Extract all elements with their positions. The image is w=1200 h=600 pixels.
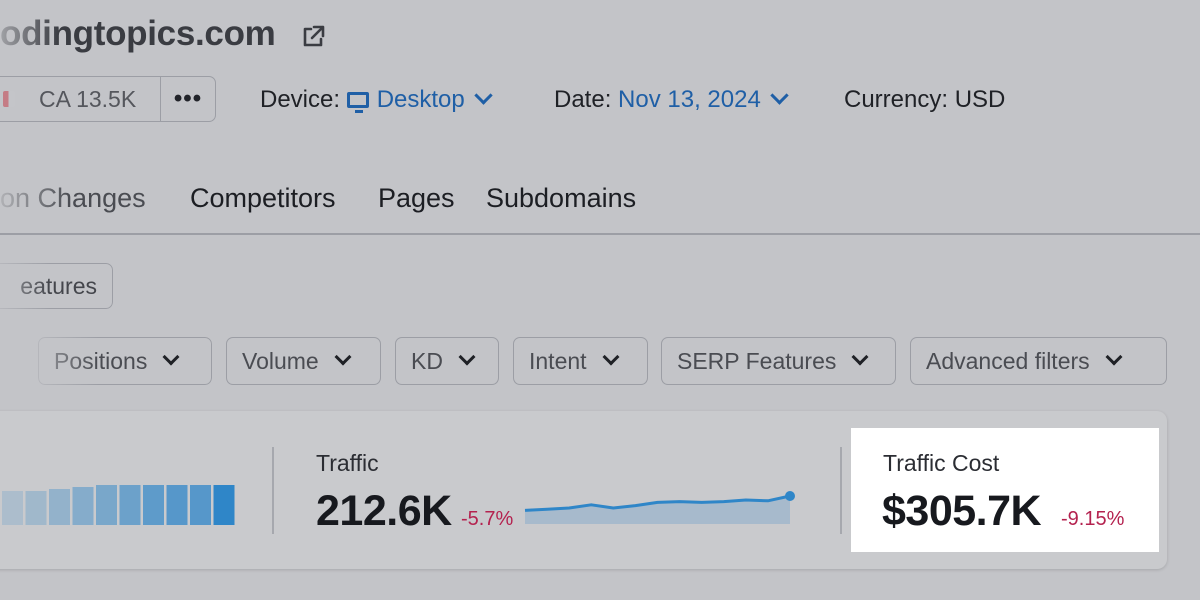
chevron-down-icon (851, 348, 869, 366)
distribution-bar (25, 491, 47, 525)
traffic-cost-label: Traffic Cost (883, 450, 1000, 476)
canada-flag-icon (3, 91, 15, 107)
tabs-divider (0, 233, 1200, 235)
device-label: Device: (260, 86, 341, 113)
external-link-icon[interactable] (300, 24, 326, 50)
currency-label: Currency: USD (844, 86, 1006, 113)
traffic-cost-change: -9.15% (1061, 508, 1125, 530)
device-selector[interactable]: Device: Desktop (260, 86, 493, 114)
distribution-bar (2, 491, 23, 525)
chevron-down-icon (770, 86, 789, 105)
chevron-down-icon (334, 348, 352, 366)
date-label: Date: (554, 86, 612, 113)
distribution-bar-chart (2, 485, 235, 525)
distribution-bar (190, 485, 211, 525)
distribution-bar (49, 489, 70, 525)
tab-competitors[interactable]: Competitors (190, 183, 336, 213)
serp-features-filter[interactable]: SERP Features (661, 337, 896, 385)
filter-label: SERP Features (677, 347, 837, 374)
serp-features-button[interactable]: eatures (0, 263, 113, 309)
device-value[interactable]: Desktop (376, 86, 465, 113)
distribution-bar (166, 485, 188, 525)
filter-label: Positions (54, 347, 148, 374)
distribution-bar (213, 485, 235, 525)
traffic-value[interactable]: 212.6K (316, 487, 452, 535)
distribution-bar (96, 485, 117, 525)
chevron-down-icon (458, 348, 476, 366)
tab-subdomains[interactable]: Subdomains (486, 183, 637, 213)
more-icon: ••• (173, 85, 203, 112)
filter-label: KD (411, 347, 443, 374)
sparkline-endpoint (785, 491, 795, 501)
intent-filter[interactable]: Intent (513, 337, 648, 385)
traffic-sparkline (524, 491, 795, 524)
chevron-down-icon (602, 348, 620, 366)
filter-label: Advanced filters (926, 347, 1090, 374)
traffic-change: -5.7% (461, 508, 514, 530)
filter-label: Volume (242, 347, 319, 374)
chevron-down-icon (474, 86, 493, 105)
positions-filter[interactable]: Positions (38, 337, 212, 385)
desktop-monitor-icon (346, 92, 369, 113)
distribution-bar (119, 485, 141, 525)
metric-divider (840, 447, 842, 534)
database-selector: CA 13.5K ••• (0, 76, 216, 122)
tab-position-changes[interactable]: on Changes (0, 183, 146, 213)
database-button[interactable]: CA 13.5K (0, 77, 161, 121)
date-selector[interactable]: Date: Nov 13, 2024 (554, 86, 789, 114)
database-label: CA 13.5K (39, 85, 137, 112)
distribution-bar (143, 485, 164, 525)
traffic-cost-panel (851, 428, 1159, 552)
advanced-filters[interactable]: Advanced filters (910, 337, 1167, 385)
metric-divider (272, 447, 274, 534)
volume-filter[interactable]: Volume (226, 337, 381, 385)
date-value[interactable]: Nov 13, 2024 (618, 86, 761, 113)
domain-title: odingtopics.com (0, 14, 276, 53)
kd-filter[interactable]: KD (395, 337, 499, 385)
tab-pages[interactable]: Pages (378, 183, 455, 213)
distribution-bar (72, 487, 94, 525)
sparkline-line (524, 494, 791, 512)
traffic-label: Traffic (316, 450, 379, 476)
more-options-button[interactable]: ••• (161, 77, 215, 121)
chevron-down-icon (1105, 348, 1123, 366)
traffic-cost-value[interactable]: $305.7K (882, 487, 1042, 535)
chevron-down-icon (162, 348, 180, 366)
filter-label: Intent (529, 347, 587, 374)
